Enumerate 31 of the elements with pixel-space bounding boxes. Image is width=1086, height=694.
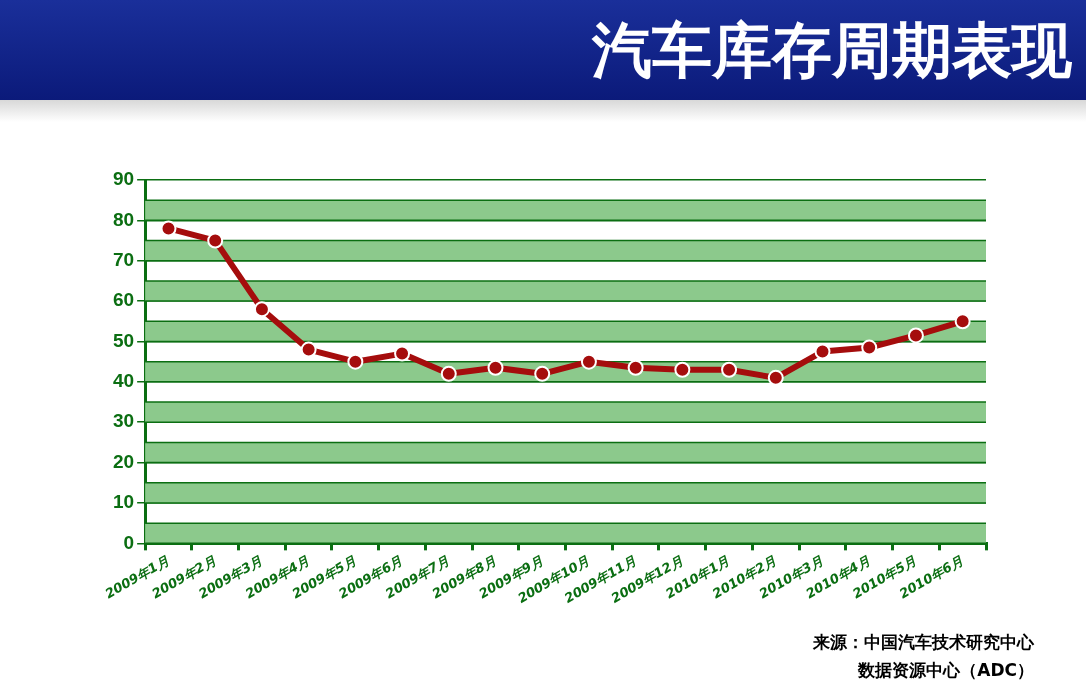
y-tick-label: 0 xyxy=(123,531,135,553)
y-tick-label: 40 xyxy=(112,370,135,392)
y-tick-label: 70 xyxy=(112,248,135,270)
point xyxy=(861,339,878,356)
point xyxy=(907,327,924,344)
y-tick-label: 10 xyxy=(112,491,135,513)
y-tick-label: 80 xyxy=(112,208,135,230)
point xyxy=(814,343,831,360)
y-tick-label: 90 xyxy=(112,168,135,190)
point xyxy=(580,353,597,370)
point xyxy=(394,345,411,362)
point xyxy=(253,301,270,318)
y-tick-label: 20 xyxy=(112,450,135,472)
source-note: 来源：中国汽车技术研究中心 xyxy=(813,631,1034,654)
point xyxy=(767,369,784,386)
y-tick-label: 60 xyxy=(112,289,135,311)
chart-title: 汽车库存周期表现 xyxy=(592,14,1072,87)
point xyxy=(674,361,691,378)
point xyxy=(721,361,738,378)
point xyxy=(534,365,551,382)
point xyxy=(487,359,504,376)
point xyxy=(160,220,177,237)
point xyxy=(440,365,457,382)
y-tick-label: 50 xyxy=(112,329,135,351)
text: 数据资源中心（ADC） xyxy=(857,659,1034,682)
point xyxy=(627,359,644,376)
point xyxy=(207,232,224,249)
y-tick-label: 30 xyxy=(112,410,135,432)
point xyxy=(300,341,317,358)
point xyxy=(347,353,364,370)
point xyxy=(954,313,971,330)
